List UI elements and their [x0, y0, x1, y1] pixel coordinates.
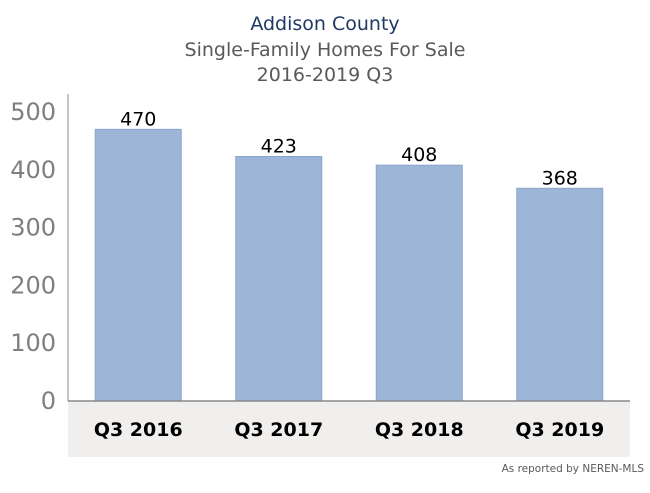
x-tick-label: Q3 2016 [94, 419, 183, 441]
chart-subtitle: Single-Family Homes For Sale [185, 39, 466, 61]
x-tick-label: Q3 2018 [375, 419, 464, 441]
y-axis-ticks: 0 100 200 300 400 500 [10, 98, 56, 415]
bar-value-label: 470 [120, 108, 156, 130]
bar-value-label: 423 [261, 136, 297, 158]
y-tick-label: 500 [10, 98, 56, 126]
y-tick-label: 200 [10, 271, 56, 299]
source-note: As reported by NEREN-MLS [502, 463, 645, 475]
bar-value-label: 408 [401, 144, 437, 166]
bar-value-label: 368 [542, 167, 578, 189]
x-tick-label: Q3 2017 [234, 419, 323, 441]
y-tick-label: 100 [10, 329, 56, 357]
chart-subtitle-range: 2016-2019 Q3 [257, 64, 394, 86]
y-tick-label: 0 [41, 387, 56, 415]
bar [235, 156, 323, 402]
bar [516, 187, 604, 402]
bar [375, 164, 463, 402]
y-tick-label: 400 [10, 156, 56, 184]
category-band [68, 401, 630, 457]
y-tick-label: 300 [10, 214, 56, 242]
x-axis-ticks: Q3 2016 Q3 2017 Q3 2018 Q3 2019 [94, 419, 604, 441]
x-tick-label: Q3 2019 [515, 419, 604, 441]
bar [94, 128, 182, 402]
chart-title: Addison County [250, 13, 399, 35]
bars-group: 470 423 408 368 [94, 108, 604, 402]
